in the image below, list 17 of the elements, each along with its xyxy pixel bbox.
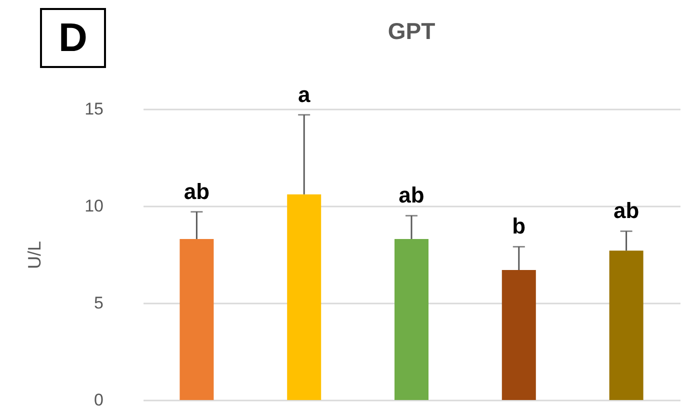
chart-title: GPT xyxy=(388,18,436,44)
y-tick-label: 0 xyxy=(94,390,104,408)
y-tick-label: 15 xyxy=(84,100,104,118)
annotation: ab xyxy=(398,182,424,208)
y-axis-title: U/L xyxy=(24,240,45,270)
bar xyxy=(609,250,644,400)
y-tick-label: 10 xyxy=(84,196,104,216)
annotation: b xyxy=(512,214,526,239)
bar xyxy=(287,194,322,400)
bar xyxy=(180,238,214,400)
y-tick-label: 5 xyxy=(94,294,104,312)
bar xyxy=(502,270,536,400)
bar xyxy=(394,238,428,400)
text: a xyxy=(298,82,311,107)
annotation: ab xyxy=(184,178,210,204)
annotation: ab xyxy=(613,198,640,224)
text: D xyxy=(40,8,106,68)
